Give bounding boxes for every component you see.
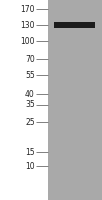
Text: 35: 35: [25, 100, 35, 109]
Text: 25: 25: [25, 118, 35, 127]
Text: 130: 130: [20, 21, 35, 29]
Bar: [54, 22, 95, 28]
Text: 100: 100: [20, 36, 35, 46]
Text: 10: 10: [25, 162, 35, 171]
Text: 15: 15: [25, 148, 35, 157]
Text: 55: 55: [25, 71, 35, 79]
Bar: [48, 0, 102, 200]
Text: 70: 70: [25, 54, 35, 64]
Text: 170: 170: [20, 4, 35, 14]
Text: 40: 40: [25, 90, 35, 99]
